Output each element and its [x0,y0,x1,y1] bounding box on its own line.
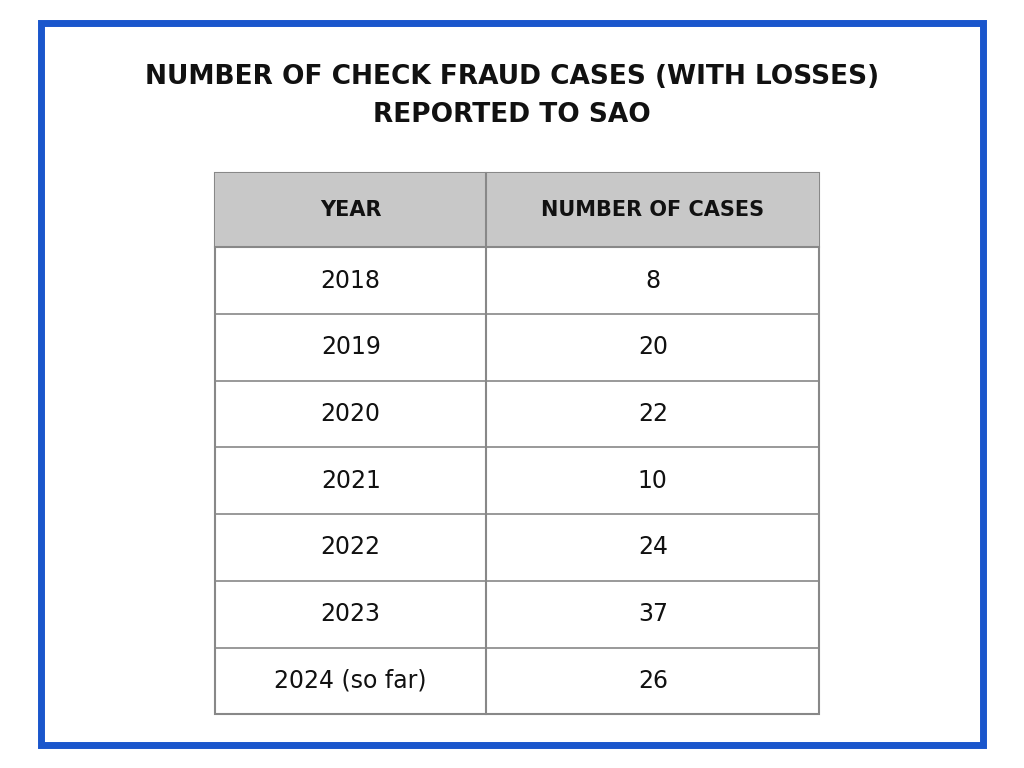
Text: 37: 37 [638,602,668,626]
Text: 22: 22 [638,402,668,426]
Text: 20: 20 [638,336,668,359]
Text: 24: 24 [638,535,668,559]
Bar [215,173,819,247]
Text: YEAR: YEAR [319,200,382,220]
Text: 2020: 2020 [321,402,381,426]
Text: 2021: 2021 [321,468,381,493]
Text: NUMBER OF CASES: NUMBER OF CASES [542,200,764,220]
Text: 2022: 2022 [321,535,381,559]
Bar [215,173,819,714]
Text: 10: 10 [638,468,668,493]
Text: 2018: 2018 [321,269,381,293]
Text: NUMBER OF CHECK FRAUD CASES (WITH LOSSES)
REPORTED TO SAO: NUMBER OF CHECK FRAUD CASES (WITH LOSSES… [145,64,879,128]
Text: 8: 8 [645,269,660,293]
Text: 2023: 2023 [321,602,381,626]
Text: 2019: 2019 [321,336,381,359]
Text: 26: 26 [638,669,668,693]
Text: 2024 (so far): 2024 (so far) [274,669,427,693]
